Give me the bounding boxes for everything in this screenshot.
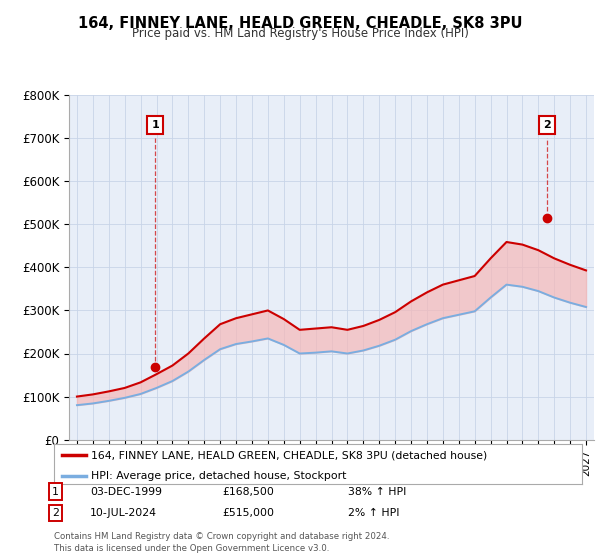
- Text: 164, FINNEY LANE, HEALD GREEN, CHEADLE, SK8 3PU: 164, FINNEY LANE, HEALD GREEN, CHEADLE, …: [78, 16, 522, 31]
- Text: 2: 2: [52, 508, 59, 518]
- Text: 1: 1: [151, 120, 159, 130]
- Text: 164, FINNEY LANE, HEALD GREEN, CHEADLE, SK8 3PU (detached house): 164, FINNEY LANE, HEALD GREEN, CHEADLE, …: [91, 450, 487, 460]
- Text: 2% ↑ HPI: 2% ↑ HPI: [348, 508, 400, 518]
- Text: 03-DEC-1999: 03-DEC-1999: [90, 487, 162, 497]
- Text: HPI: Average price, detached house, Stockport: HPI: Average price, detached house, Stoc…: [91, 470, 346, 480]
- Text: Price paid vs. HM Land Registry's House Price Index (HPI): Price paid vs. HM Land Registry's House …: [131, 27, 469, 40]
- Text: 10-JUL-2024: 10-JUL-2024: [90, 508, 157, 518]
- Text: 1: 1: [52, 487, 59, 497]
- Text: £515,000: £515,000: [222, 508, 274, 518]
- Text: 2: 2: [543, 120, 551, 130]
- Text: 38% ↑ HPI: 38% ↑ HPI: [348, 487, 406, 497]
- Text: £168,500: £168,500: [222, 487, 274, 497]
- Text: Contains HM Land Registry data © Crown copyright and database right 2024.
This d: Contains HM Land Registry data © Crown c…: [54, 533, 389, 553]
